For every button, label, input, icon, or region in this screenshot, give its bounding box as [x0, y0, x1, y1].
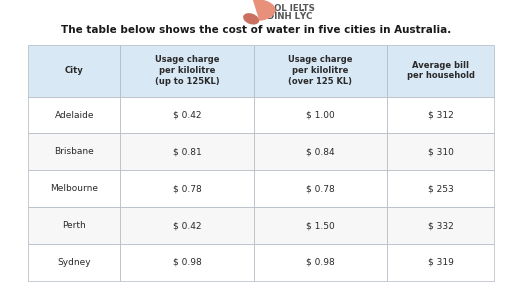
Bar	[253, 170, 387, 207]
Bar	[120, 96, 253, 133]
Text: DOL IELTS: DOL IELTS	[267, 4, 314, 13]
Text: Brisbane: Brisbane	[54, 147, 94, 156]
Bar	[253, 244, 387, 281]
Text: $ 310: $ 310	[428, 147, 454, 156]
Text: City: City	[65, 66, 83, 75]
Bar	[28, 133, 120, 170]
Text: ĐÌNH LỶC: ĐÌNH LỶC	[267, 11, 312, 21]
Bar	[28, 244, 120, 281]
Ellipse shape	[243, 13, 259, 24]
Bar	[253, 207, 387, 244]
Text: Average bill
per household: Average bill per household	[407, 61, 475, 80]
Text: $ 1.50: $ 1.50	[306, 221, 335, 230]
Text: $ 0.81: $ 0.81	[173, 147, 201, 156]
Text: Adelaide: Adelaide	[54, 111, 94, 120]
Bar	[28, 45, 120, 96]
Text: The table below shows the cost of water in five cities in Australia.: The table below shows the cost of water …	[61, 25, 451, 35]
Text: $ 319: $ 319	[428, 258, 454, 267]
Bar	[387, 170, 494, 207]
Text: $ 0.84: $ 0.84	[306, 147, 335, 156]
Bar	[387, 45, 494, 96]
Bar	[28, 170, 120, 207]
Text: $ 0.78: $ 0.78	[173, 184, 201, 193]
Text: $ 1.00: $ 1.00	[306, 111, 335, 120]
Bar	[253, 45, 387, 96]
Bar	[120, 133, 253, 170]
Bar	[387, 96, 494, 133]
Text: Perth: Perth	[62, 221, 86, 230]
Bar	[120, 170, 253, 207]
Bar	[387, 244, 494, 281]
Bar	[253, 96, 387, 133]
Text: $ 0.98: $ 0.98	[306, 258, 335, 267]
Text: $ 0.42: $ 0.42	[173, 221, 201, 230]
Text: $ 0.42: $ 0.42	[173, 111, 201, 120]
Text: $ 312: $ 312	[428, 111, 454, 120]
Bar	[120, 45, 253, 96]
Bar	[28, 207, 120, 244]
Text: $ 0.98: $ 0.98	[173, 258, 201, 267]
Text: Melbourne: Melbourne	[50, 184, 98, 193]
Bar	[28, 96, 120, 133]
Text: Usage charge
per kilolitre
(over 125 KL): Usage charge per kilolitre (over 125 KL)	[288, 55, 353, 86]
Text: $ 253: $ 253	[428, 184, 454, 193]
Bar	[253, 133, 387, 170]
Bar	[120, 207, 253, 244]
Bar	[387, 207, 494, 244]
Bar	[120, 244, 253, 281]
Text: $ 0.78: $ 0.78	[306, 184, 335, 193]
Text: Usage charge
per kilolitre
(up to 125KL): Usage charge per kilolitre (up to 125KL)	[155, 55, 219, 86]
Text: Sydney: Sydney	[57, 258, 91, 267]
Bar	[387, 133, 494, 170]
Text: $ 332: $ 332	[428, 221, 454, 230]
Wedge shape	[252, 0, 275, 21]
